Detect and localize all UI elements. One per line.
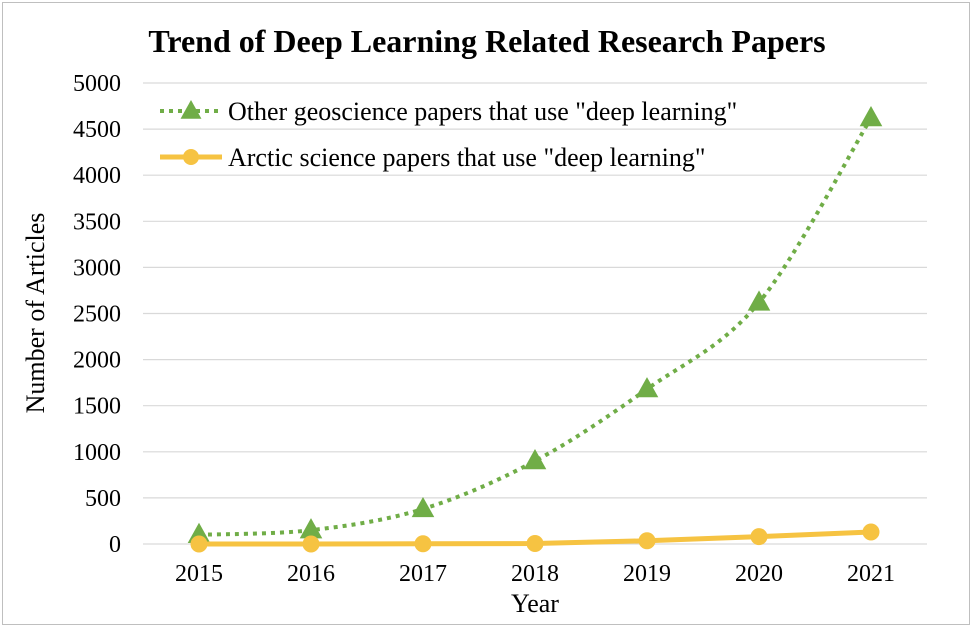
y-axis-label: Number of Articles — [21, 213, 50, 414]
x-axis-label: Year — [511, 589, 559, 618]
y-tick-label: 4000 — [73, 163, 121, 189]
data-point — [414, 535, 432, 553]
chart-title: Trend of Deep Learning Related Research … — [148, 23, 825, 59]
series-layer — [187, 106, 883, 553]
x-tick-label: 2018 — [511, 561, 559, 587]
legend-marker — [183, 149, 199, 165]
y-tick-label: 4500 — [73, 117, 121, 143]
legend-item: Other geoscience papers that use "deep l… — [160, 97, 737, 126]
data-point — [638, 532, 656, 550]
y-tick-label: 1500 — [73, 394, 121, 420]
y-tick-label: 3000 — [73, 255, 121, 281]
series-1 — [190, 523, 880, 553]
series-line — [198, 116, 873, 537]
y-tick-label: 5000 — [73, 71, 121, 97]
data-point — [526, 535, 544, 553]
legend-label: Arctic science papers that use "deep lea… — [228, 143, 705, 172]
x-tick-label: 2019 — [623, 561, 671, 587]
y-tick-label: 2000 — [73, 348, 121, 374]
legend-item: Arctic science papers that use "deep lea… — [160, 143, 705, 172]
y-tick-label: 0 — [109, 532, 121, 558]
y-tick-label: 3500 — [73, 209, 121, 235]
x-tick-label: 2016 — [287, 561, 335, 587]
legend: Other geoscience papers that use "deep l… — [160, 97, 737, 172]
y-tick-label: 2500 — [73, 302, 121, 328]
series-0 — [187, 106, 883, 543]
data-point — [635, 377, 659, 398]
data-point — [302, 535, 320, 553]
y-tick-label: 1000 — [73, 440, 121, 466]
data-point — [862, 523, 880, 541]
legend-label: Other geoscience papers that use "deep l… — [228, 97, 737, 126]
y-axis-ticks: 0 500 1000 1500 2000 2500 3000 3500 4000 4500 5000 — [73, 71, 121, 558]
y-tick-label: 500 — [85, 486, 121, 512]
x-tick-label: 2021 — [847, 561, 895, 587]
x-tick-label: 2017 — [399, 561, 447, 587]
data-point — [411, 496, 435, 518]
data-point — [859, 106, 883, 127]
data-point — [190, 535, 208, 553]
x-tick-label: 2020 — [735, 561, 783, 587]
x-axis-ticks: 2015 2016 2017 2018 2019 2020 2021 — [175, 561, 895, 587]
x-tick-label: 2015 — [175, 561, 223, 587]
data-point — [750, 528, 768, 546]
data-point — [747, 290, 771, 311]
legend-marker — [180, 100, 202, 119]
data-point — [523, 448, 547, 470]
